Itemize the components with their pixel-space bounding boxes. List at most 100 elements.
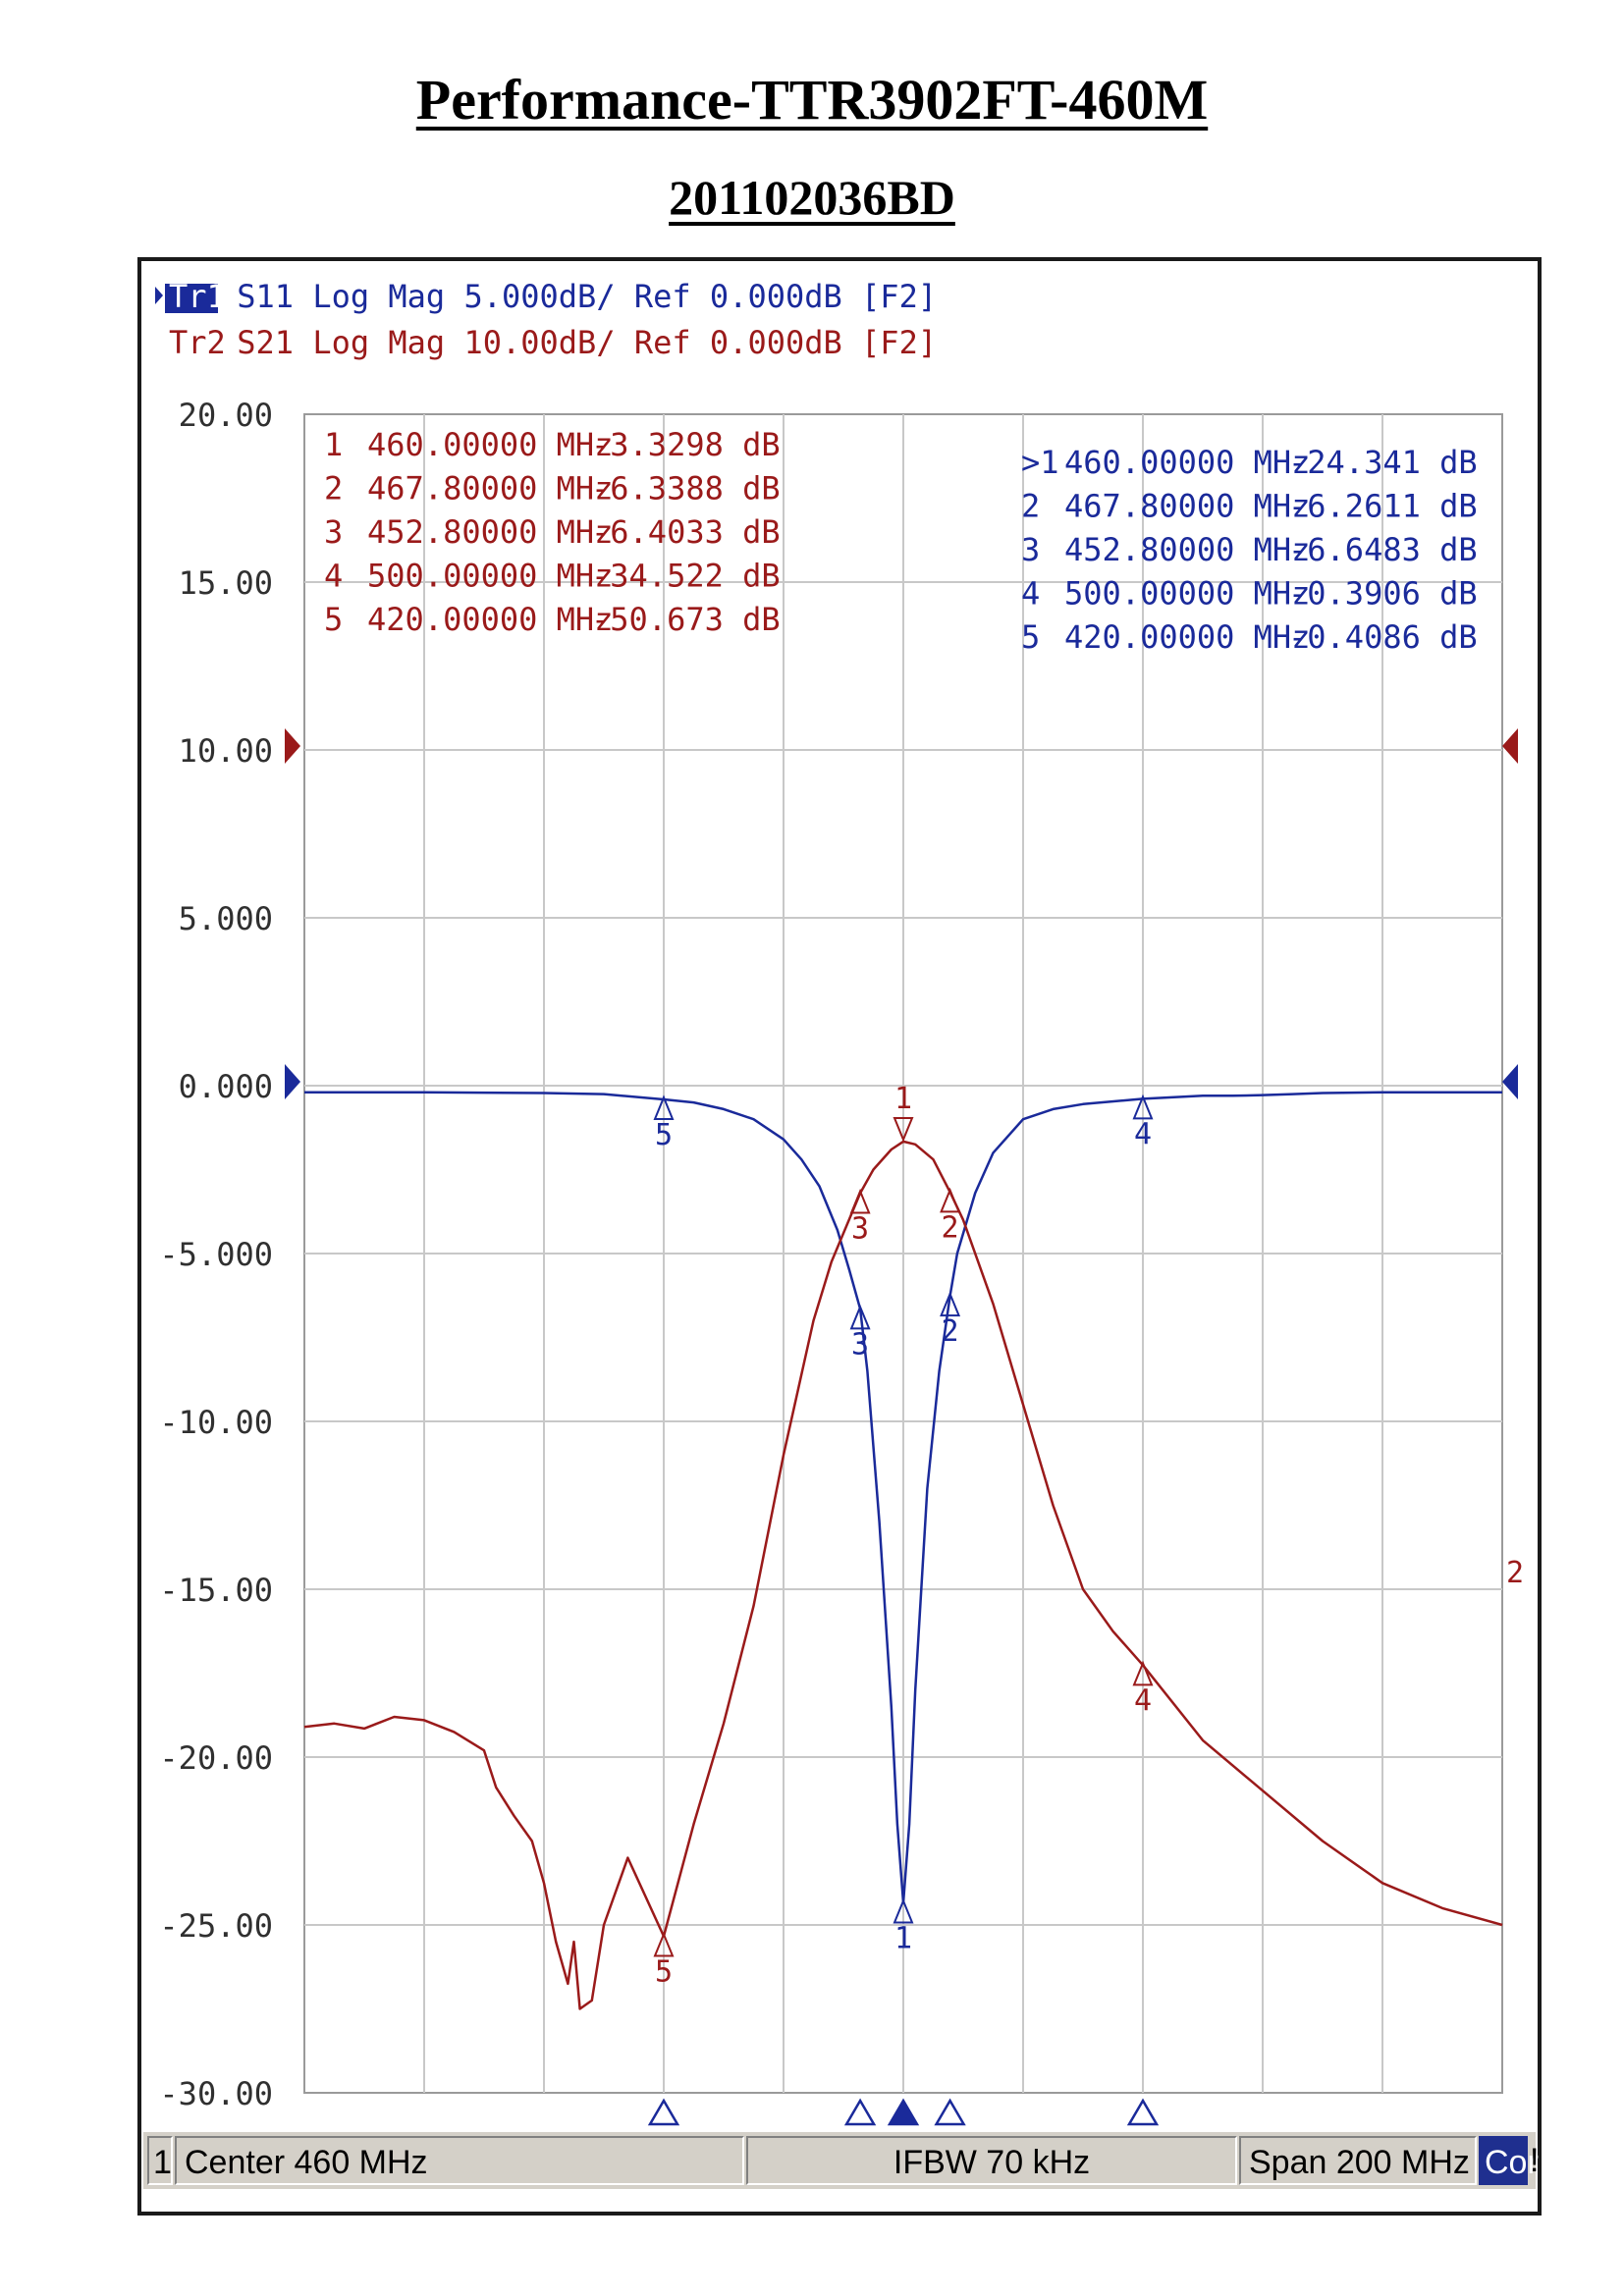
- marker-number: >1: [1021, 444, 1059, 481]
- s11-marker-5-icon[interactable]: [653, 1095, 675, 1120]
- grid: [304, 414, 1502, 2093]
- marker-frequency: 460.00000 MHz: [1064, 444, 1310, 481]
- s11-marker-label: 2: [942, 1314, 959, 1349]
- trace-1-id[interactable]: Tr1: [169, 278, 226, 315]
- s11-marker-row[interactable]: 2 467.80000 MHz-6.2611 dB: [1021, 488, 1478, 525]
- status-bar: 1 Center 460 MHz IFBW 70 kHz Span 200 MH…: [143, 2130, 1540, 2189]
- trace-markers: 5 5 3 3 1 1 2 2 4 4: [653, 1082, 1154, 1990]
- marker-value: -6.2611 dB: [1288, 488, 1478, 525]
- marker-value: -0.3906 dB: [1288, 575, 1478, 613]
- stimulus-marker-icon[interactable]: [934, 2098, 966, 2126]
- marker-frequency: 420.00000 MHz: [367, 601, 613, 638]
- s11-trace-line: [304, 1091, 1502, 1904]
- s21-marker-row[interactable]: 1 460.00000 MHz-3.3298 dB: [324, 426, 781, 463]
- marker-number: 2: [324, 470, 343, 507]
- s21-marker-label: 5: [655, 1955, 673, 1990]
- document-subtitle: 201102036BD: [669, 170, 955, 225]
- y-tick-label: -25.00: [159, 1907, 273, 1945]
- s21-ref-arrow-right-icon[interactable]: [1502, 728, 1518, 764]
- y-tick-label: 20.00: [179, 397, 273, 434]
- s11-marker-1-icon[interactable]: [893, 1897, 914, 1924]
- stimulus-marker-icon[interactable]: [843, 2098, 877, 2126]
- s21-marker-table: 1 460.00000 MHz-3.3298 dB 2 467.80000 MHz-6…: [324, 426, 781, 638]
- s21-trace-line: [303, 1140, 1503, 2010]
- s21-marker-5-icon[interactable]: [653, 1931, 675, 1957]
- s11-marker-row[interactable]: >1 460.00000 MHz-24.341 dB: [1021, 444, 1478, 481]
- active-trace-indicator-icon: [155, 287, 163, 304]
- correction-indicator[interactable]: Cor: [1479, 2136, 1539, 2185]
- s11-marker-label: 4: [1134, 1117, 1152, 1151]
- s11-marker-3-icon[interactable]: [849, 1304, 871, 1330]
- s21-marker-label: 1: [894, 1082, 912, 1116]
- marker-value: -6.3388 dB: [591, 470, 781, 507]
- s21-marker-row[interactable]: 4 500.00000 MHz-34.522 dB: [324, 558, 781, 595]
- marker-frequency: 460.00000 MHz: [367, 426, 613, 463]
- marker-number: 4: [324, 558, 343, 595]
- s11-marker-row[interactable]: 3 452.80000 MHz-6.6483 dB: [1021, 531, 1478, 568]
- warning-indicator: !: [1530, 2142, 1540, 2179]
- marker-value: -6.6483 dB: [1288, 531, 1478, 568]
- marker-frequency: 452.80000 MHz: [367, 513, 613, 551]
- marker-frequency: 500.00000 MHz: [367, 558, 613, 595]
- s21-marker-3-icon[interactable]: [849, 1188, 871, 1214]
- y-tick-label: -15.00: [159, 1572, 273, 1609]
- document-title: Performance-TTR3902FT-460M: [415, 68, 1209, 132]
- y-tick-label: -5.000: [159, 1236, 273, 1273]
- marker-number: 3: [1021, 531, 1040, 568]
- y-tick-label: 0.000: [179, 1068, 273, 1105]
- s21-marker-row[interactable]: 5 420.00000 MHz-50.673 dB: [324, 601, 781, 638]
- stimulus-marker-icon[interactable]: [1126, 2098, 1160, 2126]
- s21-marker-2-icon[interactable]: [940, 1187, 961, 1213]
- trace-2-id[interactable]: Tr2: [169, 324, 226, 361]
- trace-2-header[interactable]: S21 Log Mag 10.00dB/ Ref 0.000dB [F2]: [218, 324, 937, 361]
- s21-marker-label: 3: [851, 1211, 869, 1246]
- y-tick-label: 15.00: [179, 564, 273, 602]
- marker-value: -50.673 dB: [591, 601, 781, 638]
- span-setting[interactable]: Span 200 MHz: [1239, 2136, 1477, 2185]
- s11-marker-4-icon[interactable]: [1132, 1094, 1154, 1120]
- marker-value: -34.522 dB: [591, 558, 781, 595]
- y-tick-label: -30.00: [159, 2075, 273, 2112]
- s21-ref-arrow-left-icon[interactable]: [285, 728, 300, 764]
- y-tick-label: -20.00: [159, 1739, 273, 1777]
- center-frequency[interactable]: Center 460 MHz: [175, 2136, 744, 2185]
- active-trace-tag-bg: [165, 284, 218, 313]
- s11-marker-table: >1 460.00000 MHz-24.341 dB 2 467.80000 MHz-…: [1021, 444, 1478, 656]
- s11-marker-2-icon[interactable]: [940, 1291, 961, 1317]
- stimulus-marker-icon[interactable]: [647, 2098, 680, 2126]
- marker-number: 2: [1021, 488, 1040, 525]
- s21-marker-row[interactable]: 2 467.80000 MHz-6.3388 dB: [324, 470, 781, 507]
- traces: [303, 1091, 1503, 2010]
- s11-marker-label: 5: [655, 1118, 673, 1152]
- marker-number: 4: [1021, 575, 1040, 613]
- s11-ref-arrow-right-icon[interactable]: [1502, 1064, 1518, 1099]
- marker-number: 3: [324, 513, 343, 551]
- y-tick-label: -10.00: [159, 1404, 273, 1441]
- y-tick-label: 10.00: [179, 732, 273, 770]
- s21-marker-label: 2: [942, 1210, 959, 1245]
- s21-marker-row[interactable]: 3 452.80000 MHz-6.4033 dB: [324, 513, 781, 551]
- marker-frequency: 500.00000 MHz: [1064, 575, 1310, 613]
- s11-marker-label: 3: [851, 1327, 869, 1362]
- s11-marker-row[interactable]: 5 420.00000 MHz-0.4086 dB: [1021, 618, 1478, 656]
- s21-marker-4-icon[interactable]: [1132, 1660, 1154, 1686]
- channel-indicator[interactable]: 1: [147, 2136, 173, 2185]
- marker-value: -3.3298 dB: [591, 426, 781, 463]
- s11-marker-row[interactable]: 4 500.00000 MHz-0.3906 dB: [1021, 575, 1478, 613]
- s21-marker-label: 4: [1134, 1683, 1152, 1718]
- trace-1-header[interactable]: S11 Log Mag 5.000dB/ Ref 0.000dB [F2]: [218, 278, 937, 315]
- ifbw-setting[interactable]: IFBW 70 kHz: [746, 2136, 1237, 2185]
- s21-marker-1-icon[interactable]: [893, 1116, 914, 1143]
- s11-marker-label: 1: [894, 1921, 912, 1955]
- analyzer-frame-edge: [1538, 257, 1542, 2216]
- stimulus-marker-icon[interactable]: [887, 2098, 920, 2126]
- s21-trace-end-label: 2: [1506, 1556, 1524, 1590]
- marker-number: 5: [324, 601, 343, 638]
- s11-ref-arrow-left-icon[interactable]: [285, 1064, 300, 1099]
- marker-frequency: 420.00000 MHz: [1064, 618, 1310, 656]
- y-tick-labels: 20.00 15.00 10.00 5.000 0.000 -5.000 -10.00 -15…: [159, 397, 273, 2112]
- marker-number: 5: [1021, 618, 1040, 656]
- marker-frequency: 467.80000 MHz: [367, 470, 613, 507]
- stimulus-marker-row: [647, 2098, 1160, 2126]
